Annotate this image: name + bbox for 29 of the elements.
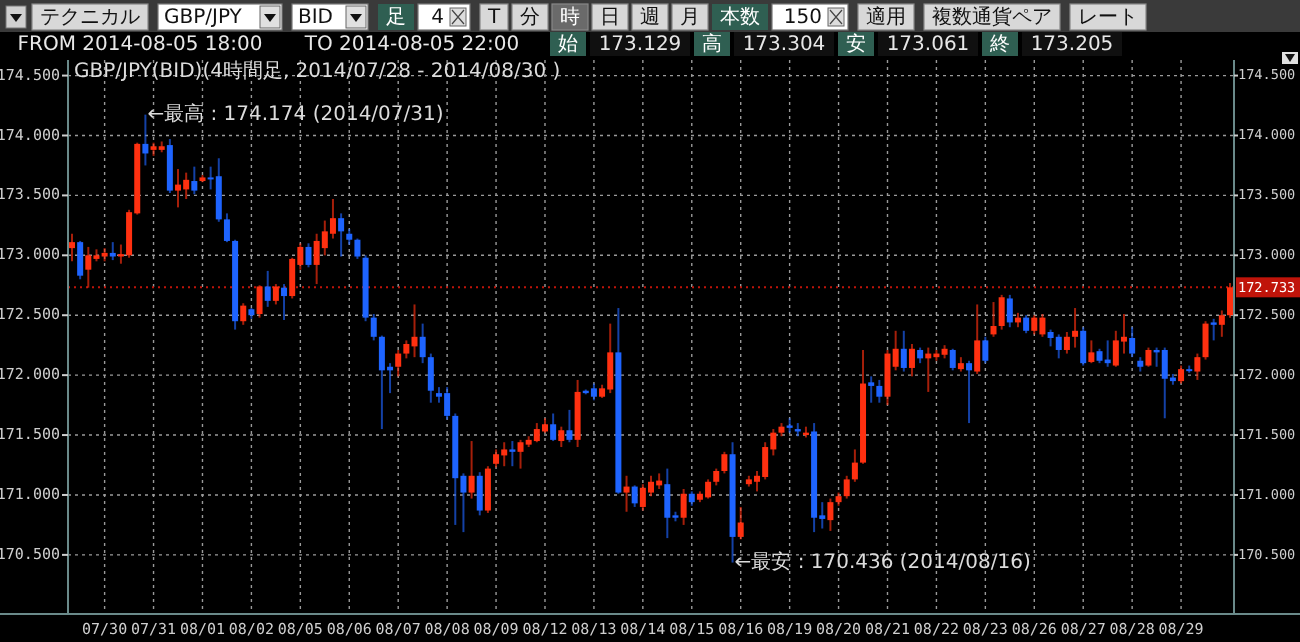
text: T: [485, 7, 502, 30]
text: 複数通貨ペア: [932, 5, 1052, 30]
text: 週: [640, 7, 660, 30]
text: 足: [386, 7, 406, 30]
text: TO 2014-08-05 22:00: [302, 34, 520, 57]
text: レート: [1078, 7, 1138, 30]
text: 173.061: [886, 34, 970, 57]
text: 173.129: [598, 34, 682, 57]
text: 本数: [720, 5, 760, 30]
text: 時: [560, 5, 580, 30]
chart-title: GBP/JPY(BID)(4時間足, 2014/07/28 - 2014/08/30 ): [74, 59, 561, 84]
text: 適用: [866, 5, 906, 30]
annotation: ←最高 : 174.174 (2014/07/31): [147, 102, 444, 127]
text: 173.205: [1030, 34, 1114, 57]
text: 4: [431, 7, 444, 30]
text: 終: [988, 32, 1010, 57]
text: BID: [298, 7, 334, 30]
text: 安: [846, 32, 866, 57]
text: 始: [558, 34, 578, 57]
text: 月: [680, 7, 700, 30]
text: GBP/JPY: [164, 7, 244, 30]
text: 分: [520, 5, 540, 30]
text: 150: [783, 7, 822, 30]
text: 173.304: [742, 34, 826, 57]
text: テクニカル: [40, 7, 140, 30]
annotation: ←最安 : 170.436 (2014/08/16): [734, 550, 1031, 575]
text: FROM 2014-08-05 18:00: [17, 34, 263, 57]
text: 日: [600, 7, 620, 30]
text: 高: [702, 32, 722, 57]
